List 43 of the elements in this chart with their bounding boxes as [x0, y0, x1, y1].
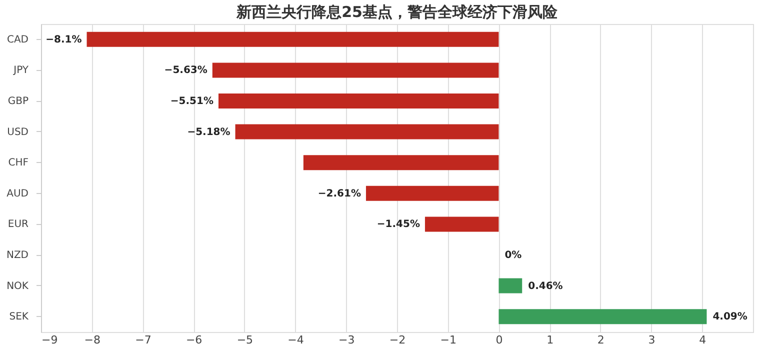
bar: [212, 62, 499, 78]
x-tick-label: −5: [236, 334, 254, 346]
data-label: −2.61%: [318, 188, 361, 200]
data-label: −5.18%: [187, 126, 230, 138]
x-tick-label: −2: [389, 334, 406, 346]
x-tick-label: 4: [699, 334, 706, 346]
y-tick-label: NZD: [6, 250, 29, 261]
bar: [235, 124, 499, 140]
data-label: 0%: [504, 250, 522, 261]
data-label: −5.51%: [170, 96, 214, 107]
x-tick-label: −3: [338, 334, 355, 346]
data-label: 4.09%: [712, 312, 748, 323]
bar: [86, 32, 499, 47]
y-tick-label: AUD: [6, 188, 29, 200]
data-label: −1.45%: [376, 219, 420, 230]
x-tick-label: −7: [135, 334, 152, 346]
x-tick-label: 2: [597, 334, 604, 346]
x-tick-label: −9: [42, 334, 58, 346]
x-tick-label: 0: [496, 334, 503, 346]
bar: [424, 216, 499, 232]
y-tick-label: USD: [7, 126, 29, 138]
y-tick-label: CHF: [8, 158, 29, 169]
data-label: 0.46%: [528, 280, 563, 292]
y-tick-label: NOK: [6, 280, 29, 292]
bar: [498, 309, 707, 324]
y-tick-label: SEK: [9, 312, 29, 323]
y-tick-label: JPY: [12, 65, 30, 76]
x-tick-label: −4: [288, 334, 304, 346]
x-tick-label: −6: [186, 334, 202, 346]
data-label: −8.1%: [46, 34, 82, 46]
x-tick-label: 3: [648, 334, 656, 346]
chart-title: 新西兰央行降息25基点，警告全球经济下滑风险: [236, 3, 558, 21]
bar: [498, 278, 522, 294]
x-tick-label: −1: [440, 334, 456, 346]
data-label: −5.63%: [164, 65, 208, 76]
bar: [218, 94, 499, 108]
x-tick-label: 1: [546, 334, 554, 346]
y-tick-label: CAD: [6, 34, 29, 46]
y-tick-label: EUR: [8, 219, 29, 230]
bar: [366, 186, 499, 201]
y-tick-label: GBP: [8, 96, 28, 107]
bar: [303, 155, 499, 170]
x-tick-label: −8: [84, 334, 100, 346]
